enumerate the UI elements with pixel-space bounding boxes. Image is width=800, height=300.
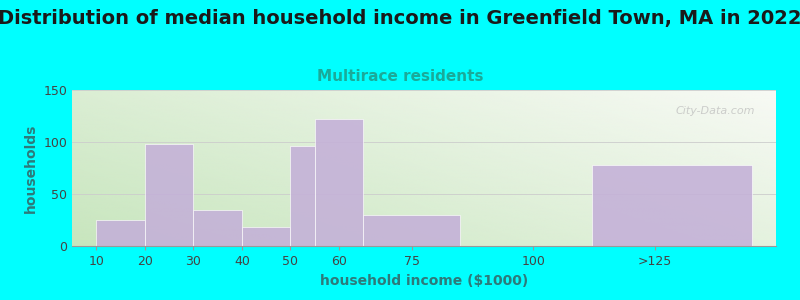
Bar (290, 146, 314, 246)
Text: Distribution of median household income in Greenfield Town, MA in 2022: Distribution of median household income … (0, 9, 800, 28)
Bar (145, 144, 194, 246)
Bar (194, 210, 242, 246)
Text: City-Data.com: City-Data.com (675, 106, 755, 116)
Bar (591, 165, 752, 246)
Bar (363, 215, 461, 246)
Y-axis label: households: households (24, 123, 38, 213)
Text: Multirace residents: Multirace residents (317, 69, 483, 84)
Bar (314, 119, 363, 246)
Bar (96, 220, 145, 246)
Bar (242, 227, 290, 246)
X-axis label: household income ($1000): household income ($1000) (320, 274, 528, 288)
